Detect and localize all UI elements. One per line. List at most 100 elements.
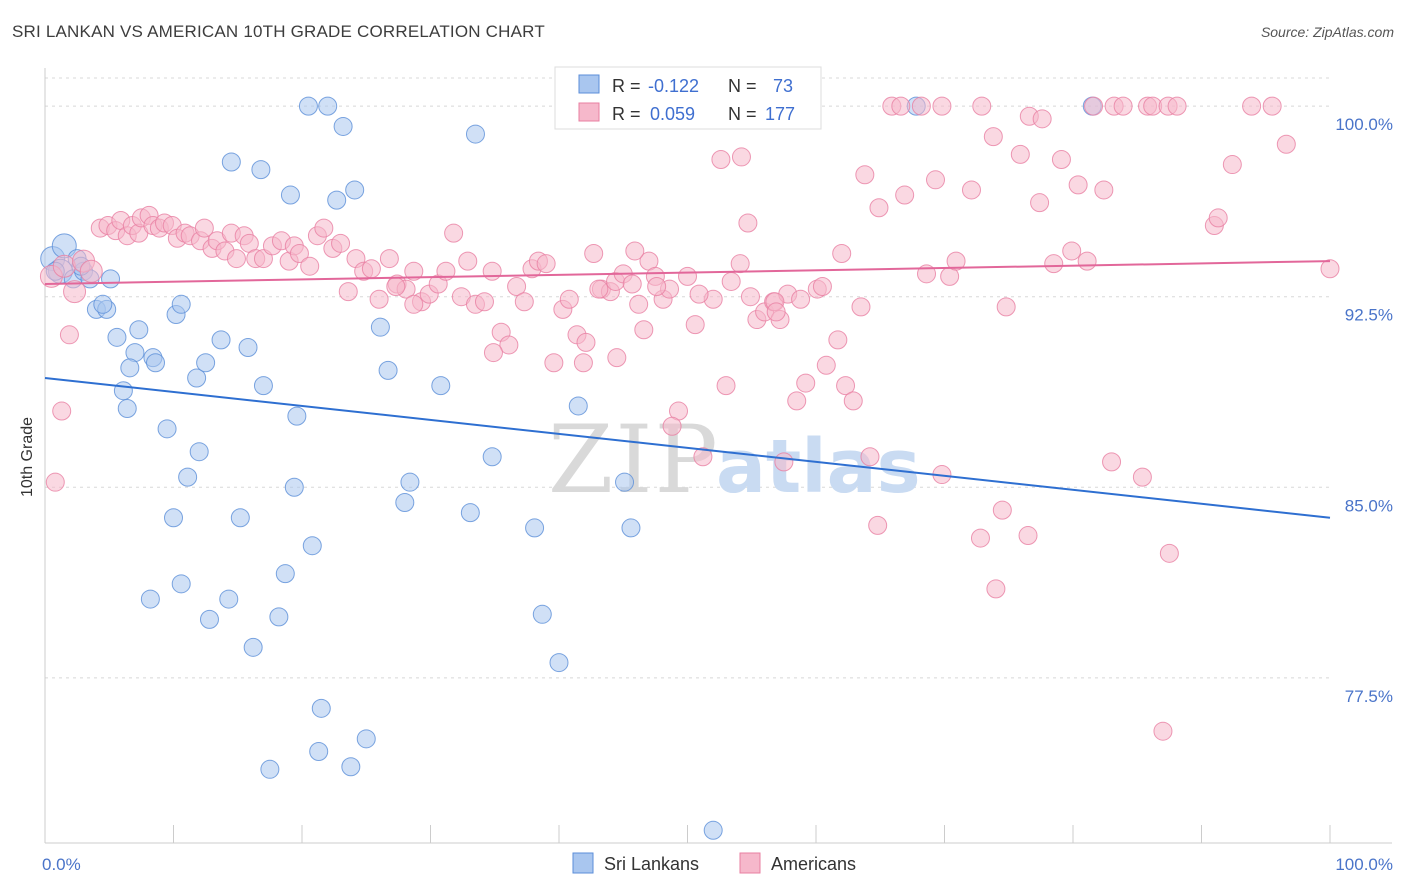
legend-r-value-2: 0.059	[650, 104, 695, 124]
american-point	[45, 472, 65, 492]
legend-swatch-sri-lankans	[578, 74, 600, 94]
american-point	[647, 277, 667, 297]
american-point	[625, 241, 645, 261]
american-point	[1242, 96, 1262, 116]
american-point	[992, 500, 1012, 520]
sri-lankan-point	[525, 518, 545, 538]
american-point	[1132, 467, 1152, 487]
sri-lankan-point	[311, 698, 331, 718]
american-point	[836, 376, 856, 396]
sri-lankan-point	[280, 185, 300, 205]
american-point	[1062, 241, 1082, 261]
american-point	[52, 401, 72, 421]
sri-lankan-point	[275, 564, 295, 584]
sri-lankan-point	[482, 447, 502, 467]
sri-lankan-point	[93, 294, 113, 314]
american-point	[711, 149, 731, 169]
sri-lankan-point	[341, 757, 361, 777]
american-point	[444, 223, 464, 243]
sri-lankan-point	[395, 493, 415, 513]
sri-lankan-point	[146, 353, 166, 373]
watermark-zip: ZIP	[548, 406, 720, 515]
legend-n-label-2: N =	[728, 104, 757, 124]
legend-r-label-2: R =	[612, 104, 641, 124]
american-point	[685, 315, 705, 335]
sri-lankan-point	[113, 381, 133, 401]
american-point	[629, 294, 649, 314]
american-point	[983, 127, 1003, 147]
american-point	[1159, 543, 1179, 563]
american-point	[1010, 144, 1030, 164]
legend-swatch-americans	[578, 102, 600, 122]
sri-lankan-point	[164, 508, 183, 528]
sri-lankan-point	[309, 742, 329, 762]
american-point	[1068, 175, 1088, 195]
sri-lankan-point	[140, 589, 160, 609]
bottom-legend-label-sri-lankans: Sri Lankans	[604, 854, 699, 874]
sri-lankan-point	[199, 609, 219, 629]
american-point	[507, 277, 527, 297]
sri-lankan-point	[253, 376, 273, 396]
sri-lankan-point	[378, 360, 398, 380]
sri-lankan-point	[187, 368, 207, 388]
american-point	[1222, 155, 1242, 175]
american-point	[855, 165, 875, 185]
american-point	[791, 289, 811, 309]
american-point	[483, 343, 503, 363]
american-point	[961, 180, 981, 200]
y-axis-label: 10th Grade	[19, 417, 36, 497]
american-point	[911, 96, 931, 116]
sri-lankan-point	[568, 396, 588, 416]
y-tick-label: 77.5%	[1345, 687, 1393, 706]
american-point	[1030, 193, 1050, 213]
american-point	[970, 528, 990, 548]
american-point	[832, 243, 852, 263]
american-point	[589, 279, 609, 299]
sri-lankan-point	[157, 419, 177, 439]
american-point	[731, 147, 751, 167]
american-point	[314, 218, 334, 238]
american-point	[1113, 96, 1133, 116]
sri-lankan-point	[345, 180, 365, 200]
american-point	[634, 320, 654, 340]
american-point	[1320, 259, 1340, 279]
american-point	[1084, 96, 1104, 116]
american-point	[331, 233, 351, 253]
american-point	[1208, 208, 1228, 228]
sri-lankan-point	[302, 536, 322, 556]
sri-lankan-point	[107, 327, 127, 347]
american-point	[1167, 96, 1187, 116]
sri-lankan-point	[298, 96, 318, 116]
american-point	[559, 289, 579, 309]
bottom-legend-swatch-sri-lankans	[572, 852, 594, 874]
american-point	[52, 254, 76, 278]
sri-lankan-point	[251, 160, 271, 180]
sri-lankan-points	[40, 96, 1102, 840]
watermark: ZIP atlas	[548, 406, 921, 515]
american-point	[194, 218, 214, 238]
sri-lankan-point	[327, 190, 347, 210]
american-point	[895, 185, 915, 205]
sri-lankan-point	[230, 508, 250, 528]
american-point	[338, 282, 358, 302]
american-point	[573, 353, 593, 373]
american-point	[499, 335, 519, 355]
bottom-legend-label-americans: Americans	[771, 854, 856, 874]
american-point	[404, 261, 424, 281]
sri-lankan-point	[318, 96, 338, 116]
american-point	[721, 271, 741, 291]
american-point	[59, 325, 79, 345]
x-tick-label-start: 0.0%	[42, 855, 81, 874]
sri-lankan-point	[238, 338, 258, 358]
american-point	[738, 213, 758, 233]
series-legend: Sri Lankans Americans	[572, 852, 856, 874]
sri-lankan-point	[356, 729, 376, 749]
american-point	[1018, 526, 1038, 546]
american-point	[996, 297, 1016, 317]
american-trend-line	[44, 260, 1331, 285]
american-point	[544, 353, 564, 373]
american-point	[816, 355, 836, 375]
american-point	[226, 249, 246, 269]
sri-lankan-point	[221, 152, 241, 172]
sri-lankan-point	[101, 269, 121, 289]
